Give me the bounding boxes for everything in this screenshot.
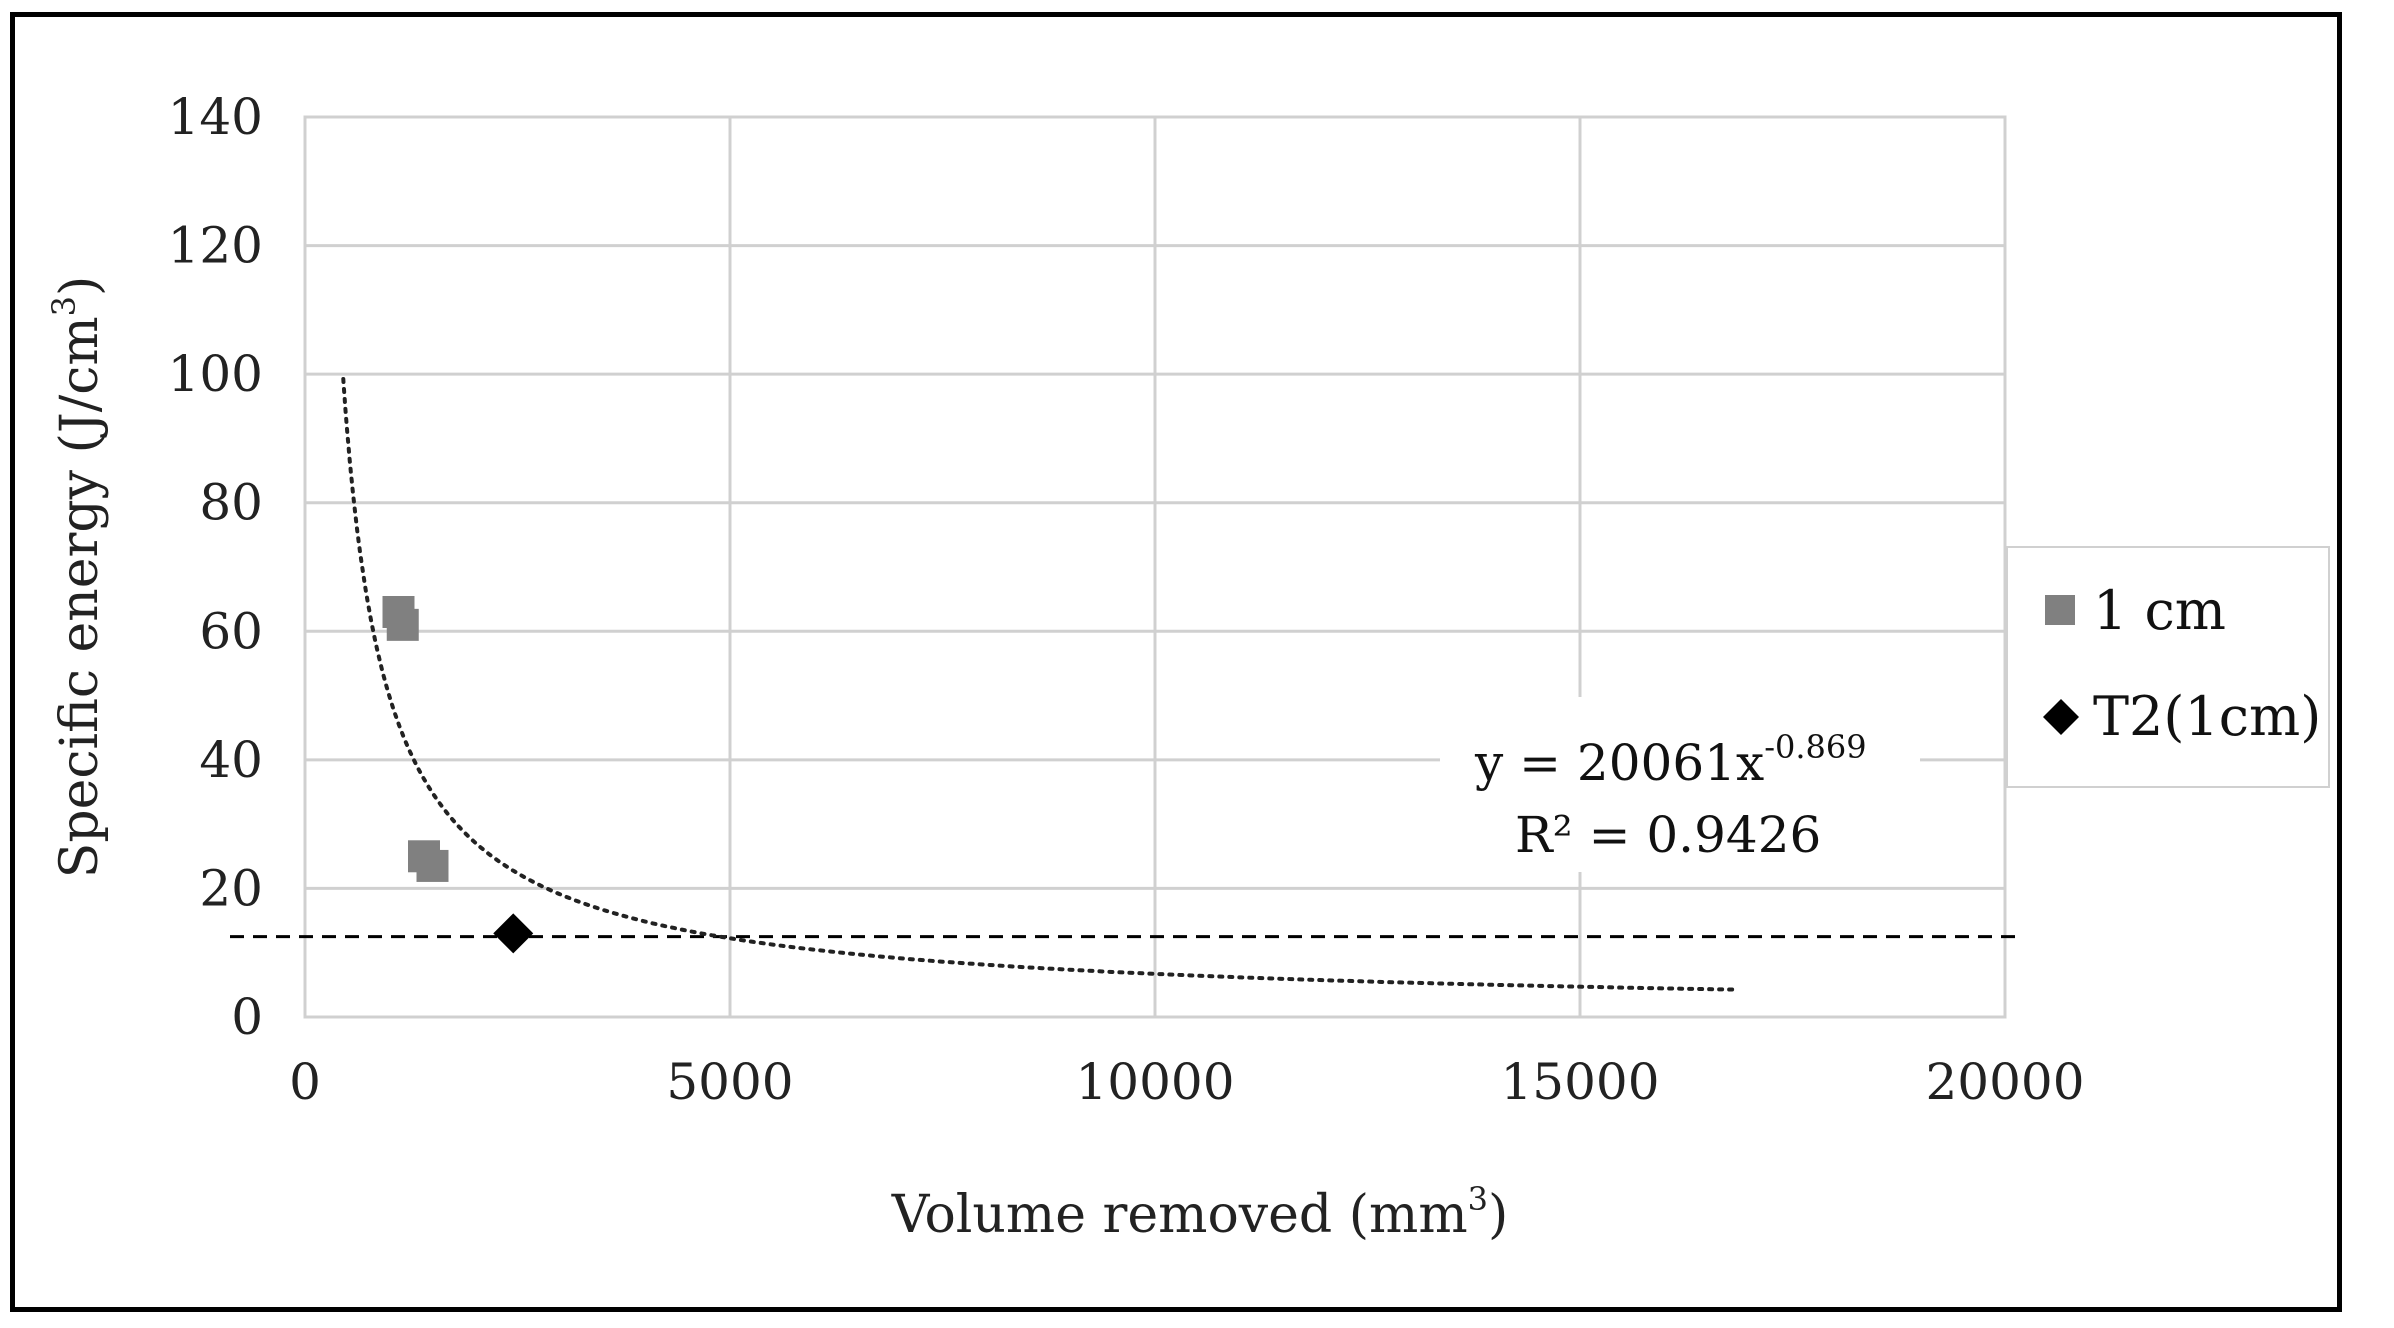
x-axis-title: Volume removed (mm3) <box>891 1180 1509 1245</box>
y-tick-label: 40 <box>199 731 263 789</box>
y-tick-label: 0 <box>231 988 263 1046</box>
y-tick-label: 100 <box>168 345 263 403</box>
legend-label-1cm: 1 cm <box>2093 579 2226 642</box>
legend-marker-t2 <box>2043 699 2079 735</box>
trendline-curve <box>341 377 1735 992</box>
trendline-r-squared: R² = 0.9426 <box>1515 806 1821 864</box>
y-tick-label: 140 <box>168 88 263 146</box>
tick-labels-layer: 0 20 40 60 80 100 120 140 0 5000 10000 15000 20000 <box>168 88 2085 1111</box>
points-layer <box>382 596 534 954</box>
chart-frame: 0 20 40 60 80 100 120 140 0 5000 10000 15000 20000 y… <box>10 12 2342 1312</box>
y-tick-label: 20 <box>199 859 263 917</box>
y-tick-label: 80 <box>199 474 263 532</box>
trendline-equation-box <box>1440 697 1920 872</box>
x-tick-label: 5000 <box>666 1053 793 1111</box>
legend-label-t2: T2(1cm) <box>2093 685 2321 748</box>
y-tick-label: 120 <box>168 217 263 275</box>
y-axis-title: Specific energy (J/cm3) <box>45 276 110 879</box>
chart-svg: 0 20 40 60 80 100 120 140 0 5000 10000 15000 20000 y… <box>45 88 2330 1245</box>
x-tick-label: 0 <box>289 1053 321 1111</box>
data-point-t2 <box>493 913 534 954</box>
legend-box <box>2006 546 2330 788</box>
x-tick-label: 20000 <box>1925 1053 2084 1111</box>
legend-marker-1cm <box>2045 595 2075 625</box>
data-point-1cm <box>416 849 449 882</box>
y-tick-label: 60 <box>199 602 263 660</box>
x-tick-label: 15000 <box>1500 1053 1659 1111</box>
data-point-1cm <box>386 608 419 641</box>
trendline-equation: y = 20061x-0.869 <box>1474 728 1867 792</box>
grid-layer <box>303 115 2007 1019</box>
trendline-layer <box>341 377 1735 992</box>
x-tick-label: 10000 <box>1075 1053 1234 1111</box>
